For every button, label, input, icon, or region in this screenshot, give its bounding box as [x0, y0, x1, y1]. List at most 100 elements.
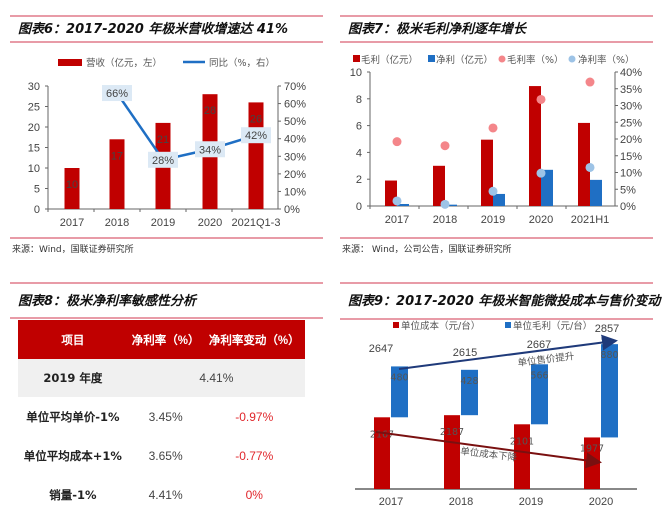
point-net-margin — [585, 162, 595, 172]
total-price-label: 2857 — [595, 323, 619, 335]
x-tick-label: 2020 — [589, 496, 613, 507]
bar-unit-gross-profit — [601, 344, 618, 438]
legend-swatch-unit-gross-profit — [505, 322, 511, 328]
y-tick-label: 5 — [34, 184, 40, 196]
table-row: 单位平均单价-1% 3.45% -0.97% — [18, 397, 305, 436]
total-price-label: 2615 — [453, 347, 477, 359]
row-change: -0.97% — [235, 409, 274, 424]
bar-net-profit — [493, 193, 505, 206]
y-tick-label: 4 — [356, 147, 362, 159]
y2-tick-label: 10% — [620, 168, 642, 180]
figure-9-title: 图表9：2017-2020 年极米智能微投成本与售价变动 — [348, 293, 662, 309]
cost-decline-arrow — [375, 431, 602, 469]
bar-gross-profit — [578, 122, 590, 206]
x-tick-label: 2018 — [433, 214, 457, 226]
y-tick-label: 30 — [28, 81, 40, 93]
legend-label-net-margin: 净利率（%） — [578, 54, 635, 66]
bar-data-label-cost: 2167 — [370, 429, 394, 440]
legend-swatch-unit-cost — [393, 322, 399, 328]
y2-tick-label: 20% — [284, 169, 306, 181]
bar-unit-cost — [444, 415, 460, 489]
legend-swatch-net-profit — [428, 55, 435, 62]
x-tick-label: 2018 — [105, 217, 129, 229]
table-row-base-year: 2019 年度 4.41% — [18, 359, 305, 397]
y2-tick-label: 35% — [620, 84, 642, 96]
y-tick-label: 25 — [28, 102, 40, 114]
bar-data-label-cost: 1977 — [580, 443, 604, 454]
figure-8-title: 图表8：极米净利率敏感性分析 — [18, 293, 198, 309]
bar-revenue — [109, 139, 125, 209]
price-rise-arrow — [398, 334, 618, 370]
bar-data-label-cost: 2101 — [510, 436, 534, 447]
y2-tick-label: 70% — [284, 81, 306, 93]
x-tick-label: 2021H1 — [571, 214, 610, 226]
figure-7-source: 来源： Wind，公司公告，国联证券研究所 — [342, 243, 511, 255]
total-price-label: 2647 — [369, 343, 393, 355]
y-tick-label: 2 — [356, 174, 362, 186]
bar-data-label-cost: 2187 — [440, 427, 464, 438]
x-tick-label: 2019 — [151, 217, 175, 229]
line-label-box — [241, 127, 271, 144]
bar-data-label-gross-profit: 480 — [390, 372, 408, 383]
figure-6-title: 图表6：2017-2020 年极米营收增速达 41% — [18, 21, 288, 37]
bar-data-label: 17 — [111, 150, 123, 162]
line-data-label: 28% — [152, 155, 174, 167]
y-tick-label: 8 — [356, 94, 362, 106]
legend-label-net-profit: 净利（亿元） — [436, 54, 493, 66]
bar-data-label: 21 — [157, 134, 169, 146]
point-gross-margin — [440, 141, 450, 151]
row-change: 0% — [245, 487, 263, 502]
y2-tick-label: 25% — [620, 117, 642, 129]
line-data-label: 34% — [199, 144, 221, 156]
legend-label-gross-margin: 毛利率（%） — [507, 54, 564, 66]
line-label-box — [195, 141, 225, 158]
y2-tick-label: 0% — [620, 201, 636, 213]
y2-tick-label: 30% — [620, 101, 642, 113]
legend-label-unit-cost: 单位成本（元/台） — [401, 320, 480, 332]
column-header-net-margin: 净利率（%） — [131, 334, 200, 347]
bar-gross-profit — [433, 165, 445, 206]
legend-swatch-net-margin — [568, 55, 576, 63]
x-tick-label: 2019 — [481, 214, 505, 226]
x-tick-label: 2017 — [385, 214, 409, 226]
point-gross-margin — [536, 94, 546, 104]
y-tick-label: 0 — [34, 204, 40, 216]
legend-swatch-revenue — [58, 59, 82, 66]
bar-unit-gross-profit — [531, 364, 548, 425]
bar-unit-cost — [514, 424, 530, 489]
table-header-row: 项目 净利率（%） 净利率变动（%） — [18, 320, 305, 359]
x-tick-label: 2020 — [529, 214, 553, 226]
bar-revenue — [64, 168, 80, 209]
figure-6-source: 来源：Wind，国联证券研究所 — [12, 243, 134, 255]
legend-label-yoy: 同比（%，右） — [209, 57, 275, 69]
bar-net-profit — [445, 204, 457, 206]
legend-label-unit-gross-profit: 单位毛利（元/台） — [513, 320, 592, 332]
bar-data-label: 28 — [204, 105, 216, 117]
bar-gross-profit — [481, 139, 493, 206]
y-tick-label: 15 — [28, 143, 40, 155]
bar-gross-profit — [529, 86, 541, 206]
bar-net-profit — [590, 179, 602, 206]
x-tick-label: 2017 — [60, 217, 84, 229]
point-gross-margin — [392, 137, 402, 147]
y2-tick-label: 0% — [284, 204, 300, 216]
row-value: 4.41% — [199, 371, 234, 385]
point-net-margin — [440, 199, 450, 209]
line-label-box — [148, 151, 178, 168]
point-gross-margin — [585, 77, 595, 87]
y2-tick-label: 50% — [284, 116, 306, 128]
bar-data-label-gross-profit: 566 — [530, 370, 548, 381]
bar-data-label-gross-profit: 428 — [460, 376, 478, 387]
x-tick-label: 2020 — [198, 217, 222, 229]
y2-tick-label: 40% — [284, 134, 306, 146]
point-net-margin — [488, 186, 498, 196]
x-tick-label: 2019 — [519, 496, 543, 507]
x-tick-label: 2017 — [379, 496, 403, 507]
net-margin-sensitivity-table: 项目 净利率（%） 净利率变动（%） 2019 年度 4.41% 单位平均单价-… — [18, 320, 305, 514]
legend-label-revenue: 营收（亿元，左） — [86, 57, 162, 69]
y2-tick-label: 15% — [620, 151, 642, 163]
table-row: 单位平均成本+1% 3.65% -0.77% — [18, 436, 305, 475]
line-label-box — [102, 85, 132, 102]
bar-data-label-gross-profit: 880 — [600, 350, 618, 361]
